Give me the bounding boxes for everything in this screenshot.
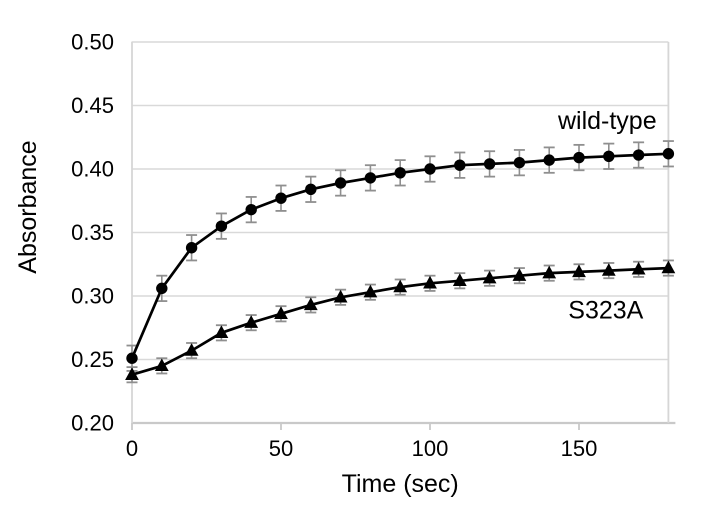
marker-triangle-S323A [154, 358, 169, 372]
marker-triangle-S323A [363, 284, 378, 298]
marker-circle-wild-type [603, 150, 615, 162]
x-tick-label: 150 [561, 436, 598, 461]
marker-triangle-S323A [244, 315, 259, 328]
marker-triangle-S323A [631, 261, 646, 275]
marker-triangle-S323A [661, 260, 676, 274]
marker-circle-wild-type [275, 192, 287, 204]
series-label-wild-type: wild-type [557, 107, 657, 135]
x-tick-label: 0 [126, 436, 138, 461]
marker-circle-wild-type [662, 148, 675, 160]
marker-circle-wild-type [126, 352, 138, 364]
marker-triangle-S323A [274, 306, 288, 319]
marker-triangle-S323A [572, 264, 586, 278]
marker-circle-wild-type [156, 282, 168, 295]
marker-triangle-S323A [452, 273, 467, 286]
marker-circle-wild-type [215, 220, 228, 232]
marker-triangle-S323A [482, 270, 497, 284]
marker-triangle-S323A [542, 265, 557, 279]
y-tick-label: 0.30 [71, 284, 114, 309]
marker-triangle-S323A [601, 263, 616, 276]
marker-circle-wild-type [185, 242, 198, 254]
marker-circle-wild-type [454, 159, 466, 171]
marker-triangle-S323A [184, 343, 199, 356]
y-tick-label: 0.20 [71, 411, 114, 436]
marker-circle-wild-type [483, 158, 496, 170]
y-tick-label: 0.50 [71, 30, 114, 55]
y-tick-label: 0.25 [71, 347, 114, 372]
y-tick-label: 0.35 [71, 220, 114, 245]
marker-circle-wild-type [394, 167, 406, 179]
series-label-S323A: S323A [568, 296, 643, 324]
marker-circle-wild-type [424, 163, 436, 175]
marker-triangle-S323A [423, 275, 437, 289]
marker-circle-wild-type [543, 154, 555, 166]
marker-circle-wild-type [632, 149, 645, 161]
marker-circle-wild-type [334, 177, 347, 189]
marker-triangle-S323A [333, 289, 348, 303]
marker-triangle-S323A [303, 297, 318, 311]
x-axis-title: Time (sec) [342, 470, 459, 498]
marker-triangle-S323A [214, 325, 229, 339]
x-tick-label: 50 [269, 436, 293, 461]
x-tick-label: 100 [412, 436, 449, 461]
y-tick-label: 0.40 [71, 157, 114, 182]
y-axis-title: Absorbance [14, 140, 42, 273]
marker-circle-wild-type [513, 156, 526, 169]
marker-circle-wild-type [305, 183, 317, 196]
marker-circle-wild-type [364, 172, 377, 184]
marker-circle-wild-type [573, 151, 585, 164]
marker-triangle-S323A [393, 279, 408, 293]
marker-circle-wild-type [245, 203, 257, 216]
y-tick-label: 0.45 [71, 93, 114, 118]
marker-triangle-S323A [125, 367, 139, 380]
marker-triangle-S323A [512, 268, 527, 281]
